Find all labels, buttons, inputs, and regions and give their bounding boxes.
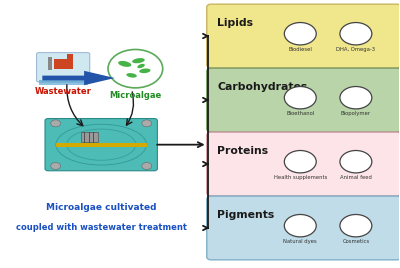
Ellipse shape bbox=[139, 69, 150, 73]
Bar bbox=[38, 80, 88, 85]
Ellipse shape bbox=[118, 61, 131, 67]
Bar bbox=[54, 59, 73, 69]
Circle shape bbox=[142, 120, 152, 127]
Text: Natural dyes: Natural dyes bbox=[284, 239, 317, 244]
FancyBboxPatch shape bbox=[45, 118, 157, 171]
Circle shape bbox=[340, 151, 372, 173]
Circle shape bbox=[340, 87, 372, 109]
Text: Animal feed: Animal feed bbox=[340, 175, 372, 180]
Circle shape bbox=[340, 214, 372, 237]
Ellipse shape bbox=[126, 73, 137, 78]
Circle shape bbox=[284, 87, 316, 109]
Text: Carbohydrates: Carbohydrates bbox=[217, 82, 307, 92]
Text: Wastewater: Wastewater bbox=[35, 87, 92, 96]
Circle shape bbox=[340, 23, 372, 45]
Bar bbox=[81, 132, 98, 142]
Text: Bioethanol: Bioethanol bbox=[286, 111, 314, 116]
Circle shape bbox=[51, 120, 60, 127]
FancyBboxPatch shape bbox=[207, 4, 400, 68]
Circle shape bbox=[284, 214, 316, 237]
Text: Biopolymer: Biopolymer bbox=[341, 111, 371, 116]
Text: Proteins: Proteins bbox=[217, 146, 268, 157]
Circle shape bbox=[142, 162, 152, 169]
Ellipse shape bbox=[137, 64, 145, 68]
Text: Lipids: Lipids bbox=[217, 18, 253, 28]
FancyArrow shape bbox=[42, 71, 115, 85]
Text: coupled with wastewater treatment: coupled with wastewater treatment bbox=[16, 223, 187, 232]
Text: Microalgae: Microalgae bbox=[109, 91, 162, 100]
Ellipse shape bbox=[132, 58, 145, 63]
Text: Cosmetics: Cosmetics bbox=[342, 239, 370, 244]
Bar bbox=[67, 54, 73, 65]
FancyBboxPatch shape bbox=[207, 68, 400, 132]
Text: Biodiesel: Biodiesel bbox=[288, 47, 312, 52]
FancyBboxPatch shape bbox=[37, 53, 90, 82]
Text: Pigments: Pigments bbox=[217, 210, 274, 220]
FancyBboxPatch shape bbox=[207, 132, 400, 196]
Bar bbox=[56, 143, 147, 147]
FancyBboxPatch shape bbox=[207, 196, 400, 260]
Circle shape bbox=[284, 23, 316, 45]
Circle shape bbox=[108, 50, 163, 88]
Text: DHA, Omega-3: DHA, Omega-3 bbox=[336, 47, 375, 52]
Circle shape bbox=[284, 151, 316, 173]
Bar bbox=[48, 57, 52, 70]
Text: Health supplements: Health supplements bbox=[274, 175, 327, 180]
Circle shape bbox=[51, 162, 60, 169]
Text: Microalgae cultivated: Microalgae cultivated bbox=[46, 203, 156, 212]
